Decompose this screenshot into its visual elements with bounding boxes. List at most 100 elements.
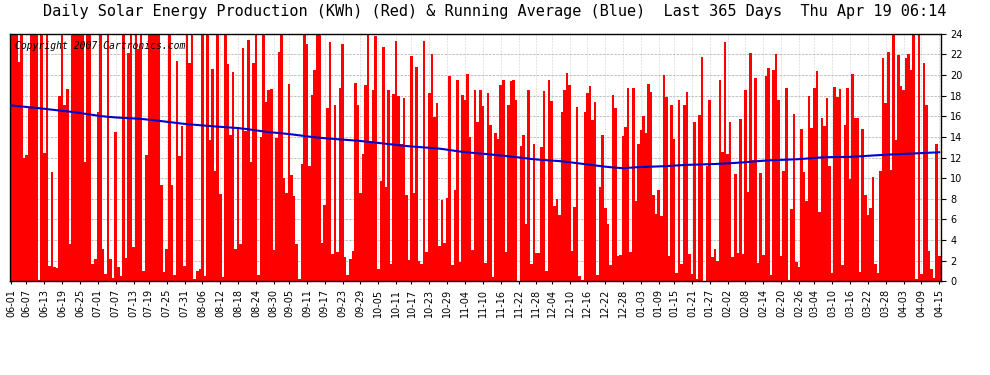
Bar	[23, 158, 25, 281]
Bar	[395, 41, 397, 281]
Bar	[245, 130, 248, 281]
Bar	[487, 93, 489, 281]
Bar	[936, 144, 938, 281]
Bar	[596, 275, 599, 281]
Bar	[135, 34, 138, 281]
Bar	[165, 249, 168, 281]
Bar	[887, 51, 889, 281]
Bar	[120, 276, 122, 281]
Bar	[41, 34, 43, 281]
Bar	[303, 34, 306, 281]
Bar	[421, 264, 423, 281]
Bar	[665, 97, 667, 281]
Bar	[520, 146, 523, 281]
Bar	[155, 34, 157, 281]
Bar	[321, 243, 324, 281]
Bar	[601, 135, 604, 281]
Bar	[555, 198, 558, 281]
Bar	[742, 254, 744, 281]
Bar	[818, 211, 821, 281]
Bar	[680, 264, 683, 281]
Bar	[446, 198, 448, 281]
Bar	[257, 274, 259, 281]
Bar	[831, 273, 834, 281]
Bar	[66, 89, 68, 281]
Bar	[423, 41, 426, 281]
Bar	[734, 174, 737, 281]
Bar	[369, 142, 372, 281]
Bar	[550, 101, 553, 281]
Bar	[643, 116, 644, 281]
Bar	[536, 253, 538, 281]
Bar	[55, 268, 58, 281]
Bar	[604, 208, 607, 281]
Bar	[900, 86, 902, 281]
Bar	[461, 95, 463, 281]
Bar	[125, 258, 127, 281]
Bar	[379, 181, 382, 281]
Bar	[638, 144, 640, 281]
Bar	[36, 34, 38, 281]
Bar	[757, 263, 759, 281]
Bar	[655, 214, 657, 281]
Bar	[933, 278, 936, 281]
Bar	[644, 133, 647, 281]
Bar	[102, 249, 104, 281]
Bar	[775, 54, 777, 281]
Bar	[926, 105, 928, 281]
Bar	[285, 193, 288, 281]
Bar	[211, 69, 214, 281]
Bar	[344, 256, 346, 281]
Bar	[361, 153, 364, 281]
Bar	[620, 255, 622, 281]
Bar	[808, 96, 811, 281]
Bar	[762, 255, 764, 281]
Bar	[882, 58, 884, 281]
Bar	[130, 34, 133, 281]
Bar	[614, 108, 617, 281]
Bar	[331, 254, 334, 281]
Bar	[635, 201, 638, 281]
Bar	[403, 98, 405, 281]
Bar	[117, 267, 120, 281]
Bar	[560, 111, 563, 281]
Bar	[724, 42, 727, 281]
Bar	[563, 90, 565, 281]
Bar	[170, 184, 173, 281]
Bar	[657, 190, 660, 281]
Bar	[727, 154, 729, 281]
Bar	[749, 53, 751, 281]
Bar	[173, 276, 175, 281]
Bar	[719, 80, 722, 281]
Bar	[334, 105, 337, 281]
Bar	[280, 34, 283, 281]
Bar	[938, 256, 940, 281]
Bar	[481, 106, 484, 281]
Bar	[889, 170, 892, 281]
Bar	[456, 80, 458, 281]
Bar	[259, 137, 262, 281]
Bar	[58, 96, 61, 281]
Bar	[79, 34, 81, 281]
Bar	[235, 249, 237, 281]
Bar	[507, 105, 510, 281]
Bar	[342, 44, 344, 281]
Bar	[866, 214, 869, 281]
Bar	[163, 272, 165, 281]
Bar	[272, 250, 275, 281]
Bar	[53, 267, 55, 281]
Bar	[864, 195, 866, 281]
Bar	[484, 263, 487, 281]
Bar	[224, 34, 227, 281]
Bar	[249, 162, 252, 281]
Bar	[528, 90, 530, 281]
Bar	[780, 256, 782, 281]
Bar	[49, 266, 50, 281]
Bar	[168, 34, 170, 281]
Bar	[385, 187, 387, 281]
Bar	[915, 279, 918, 281]
Bar	[647, 84, 649, 281]
Bar	[248, 40, 249, 281]
Bar	[283, 177, 285, 281]
Bar	[892, 34, 895, 281]
